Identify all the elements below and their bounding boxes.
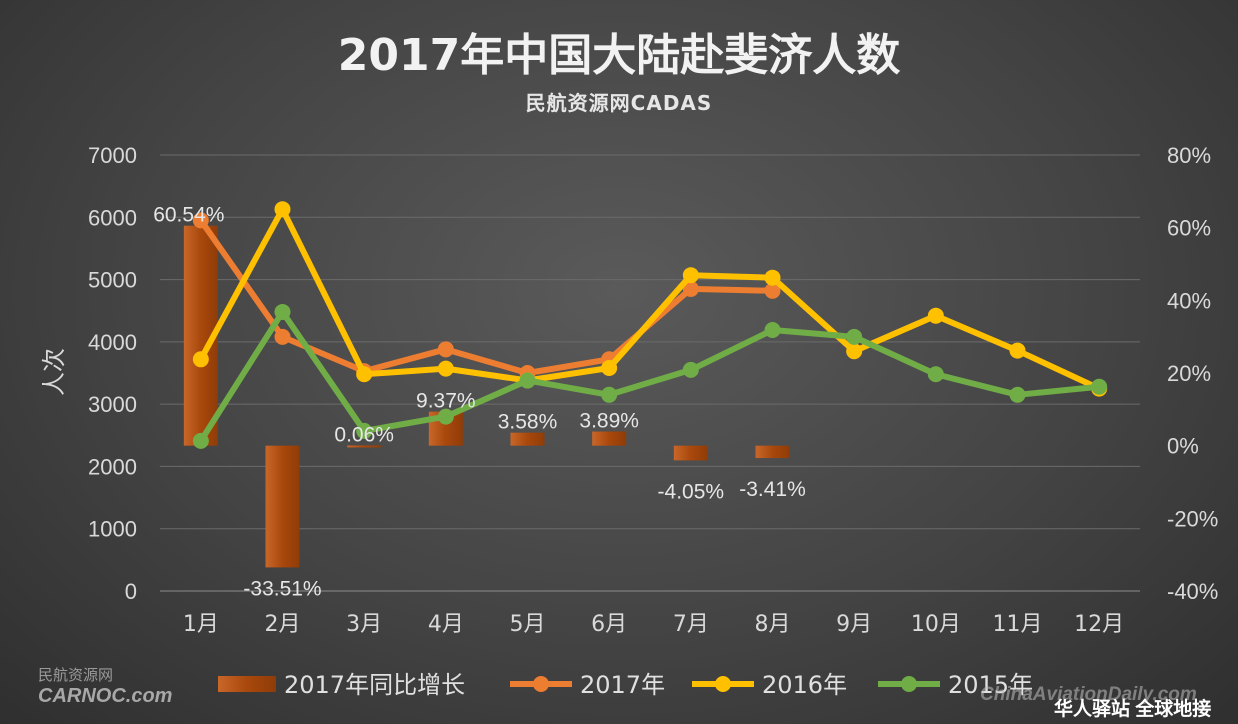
station-watermark: 华人驿站 全球地接 (1054, 699, 1212, 720)
legend: 2017年同比增长 2017年 2016年 2015年 (218, 671, 1033, 699)
line-series (192, 201, 1108, 449)
right-tick-label: -40% (1167, 579, 1218, 604)
series-point (601, 386, 618, 403)
left-tick-label: 1000 (88, 517, 137, 542)
x-tick-label: 7月 (673, 612, 709, 637)
gridlines (160, 154, 1140, 592)
right-tick-label: 80% (1167, 143, 1211, 168)
x-tick-label: 2月 (265, 612, 301, 637)
left-tick-label: 7000 (88, 143, 137, 168)
bar-data-label: 3.58% (498, 411, 558, 434)
x-tick-label: 5月 (510, 612, 546, 637)
series-line (197, 217, 776, 376)
series-point (764, 322, 781, 339)
right-tick-label: 60% (1167, 216, 1211, 241)
series-point (437, 408, 454, 425)
series-point (274, 328, 291, 345)
carnoc-watermark: 民航资源网 CARNOC.com (38, 664, 172, 708)
right-tick-label: 0% (1167, 434, 1199, 459)
legend-label: 2015年 (948, 671, 1033, 699)
legend-label: 2017年 (580, 671, 665, 699)
series-point (192, 432, 209, 449)
legend-marker (715, 676, 731, 692)
x-tick-label: 8月 (755, 612, 791, 637)
series-point (1009, 342, 1026, 359)
right-tick-label: 40% (1167, 288, 1211, 313)
series-point (1009, 386, 1026, 403)
series-point (682, 267, 699, 284)
bar-data-label: 60.54% (153, 204, 224, 227)
bar-data-label: -3.41% (739, 478, 806, 501)
legend-label: 2017年同比增长 (284, 671, 465, 699)
bar-data-label: 3.89% (579, 410, 639, 433)
right-tick-label: 20% (1167, 361, 1211, 386)
x-tick-label: 6月 (591, 612, 627, 637)
x-axis-ticks: 1月 2月 3月 4月 5月 6月 7月 8月 9月 10月 11月 12月 (183, 612, 1124, 637)
carnoc-en: CARNOC.com (38, 685, 173, 707)
series-point (192, 351, 209, 368)
bar-series (183, 225, 790, 568)
carnoc-cn: 民航资源网 (38, 667, 114, 684)
x-tick-label: 9月 (836, 612, 872, 637)
series-point (682, 280, 699, 297)
x-tick-label: 11月 (993, 612, 1043, 637)
series-point (927, 307, 944, 324)
series-point (927, 366, 944, 383)
left-tick-label: 6000 (88, 205, 137, 230)
series-point (764, 282, 781, 299)
series-point (356, 422, 373, 439)
x-tick-label: 1月 (183, 612, 219, 637)
series-point (846, 328, 863, 345)
bar-data-label: -33.51% (243, 577, 321, 600)
legend-label: 2016年 (762, 671, 847, 699)
series-point (764, 269, 781, 286)
series-point (846, 343, 863, 360)
bar-data-label: 9.37% (416, 390, 476, 413)
left-tick-label: 4000 (88, 330, 137, 355)
bar-data-labels: 60.54% -33.51% 0.06% 9.37% 3.58% 3.89% -4.05% -… (153, 204, 806, 601)
bar-data-label: -4.05% (658, 480, 725, 503)
growth-bar (265, 445, 300, 568)
series-point (682, 361, 699, 378)
left-tick-label: 0 (125, 579, 137, 604)
right-axis-ticks: -40% -20% 0% 20% 40% 60% 80% (1167, 143, 1218, 604)
legend-swatch (218, 676, 276, 692)
series-point (356, 366, 373, 383)
series-point (274, 303, 291, 320)
chart-title: 2017年中国大陆赴斐济人数 (338, 30, 900, 81)
left-axis-ticks: 0 1000 2000 3000 4000 5000 6000 7000 (88, 143, 137, 604)
left-tick-label: 3000 (88, 392, 137, 417)
legend-marker (533, 676, 549, 692)
series-line (197, 308, 1103, 444)
cad-watermark: ChinaAviationDaily.com (980, 684, 1197, 705)
series-point (274, 201, 291, 218)
series-point (437, 360, 454, 377)
growth-bar (673, 445, 708, 461)
bar-data-label: 0.06% (334, 423, 394, 446)
series-line (197, 206, 1103, 392)
series-point (519, 372, 536, 389)
left-tick-label: 5000 (88, 268, 137, 293)
legend-marker (901, 676, 917, 692)
x-tick-label: 4月 (428, 612, 464, 637)
growth-bar (347, 445, 382, 448)
series-point (437, 341, 454, 358)
series-point (1091, 378, 1108, 395)
chart-subtitle: 民航资源网CADAS (526, 91, 713, 115)
growth-bar (755, 445, 790, 459)
growth-bar (510, 432, 545, 446)
x-tick-label: 12月 (1074, 612, 1124, 637)
x-tick-label: 10月 (911, 612, 961, 637)
y-axis-label: 人次 (40, 348, 68, 396)
x-tick-label: 3月 (346, 612, 382, 637)
growth-bar (592, 431, 627, 446)
series-point (601, 360, 618, 377)
left-tick-label: 2000 (88, 454, 137, 479)
series-point (192, 212, 209, 229)
right-tick-label: -20% (1167, 506, 1218, 531)
